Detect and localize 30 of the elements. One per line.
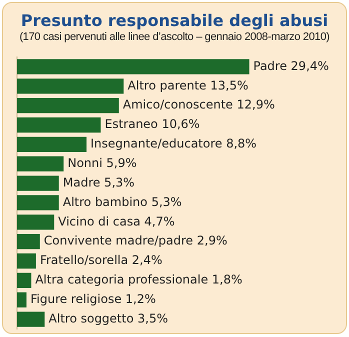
chart-title: Presunto responsabile degli abusi xyxy=(20,11,330,30)
bar xyxy=(17,214,54,230)
chart-subtitle: (170 casi pervenuti alle linee d’ascolto – gennaio 2008-marzo 2010) xyxy=(18,31,331,43)
bar xyxy=(17,117,101,133)
data-label: Estraneo 10,6% xyxy=(104,117,200,132)
bar xyxy=(17,176,59,191)
bar xyxy=(17,156,64,172)
data-label: Insegnante/educatore 8,8% xyxy=(90,136,257,151)
data-label: Amico/conoscente 12,9% xyxy=(122,98,275,112)
data-label: Convivente madre/padre 2,9% xyxy=(44,234,228,248)
bar xyxy=(17,98,119,114)
bar xyxy=(17,292,26,308)
bar xyxy=(17,195,59,210)
data-label: Fratello/sorella 2,4% xyxy=(40,253,162,268)
data-label: Figure religiose 1,2% xyxy=(30,292,156,306)
data-label: Padre 29,4% xyxy=(253,58,329,73)
data-label: Altro soggetto 3,5% xyxy=(48,311,168,326)
bar xyxy=(17,78,124,94)
bar xyxy=(17,272,32,288)
data-label: Nonni 5,9% xyxy=(68,156,137,170)
data-label: Altra categoria professionale 1,8% xyxy=(35,272,242,287)
bar xyxy=(17,136,87,152)
data-label: Madre 5,3% xyxy=(62,175,135,190)
data-label: Altro bambino 5,3% xyxy=(62,194,182,209)
bar xyxy=(17,234,40,250)
bar xyxy=(17,312,45,327)
data-label: Altro parente 13,5% xyxy=(128,78,248,92)
bar xyxy=(17,59,250,74)
bar xyxy=(17,253,36,269)
data-label: Vicino di casa 4,7% xyxy=(58,214,175,228)
